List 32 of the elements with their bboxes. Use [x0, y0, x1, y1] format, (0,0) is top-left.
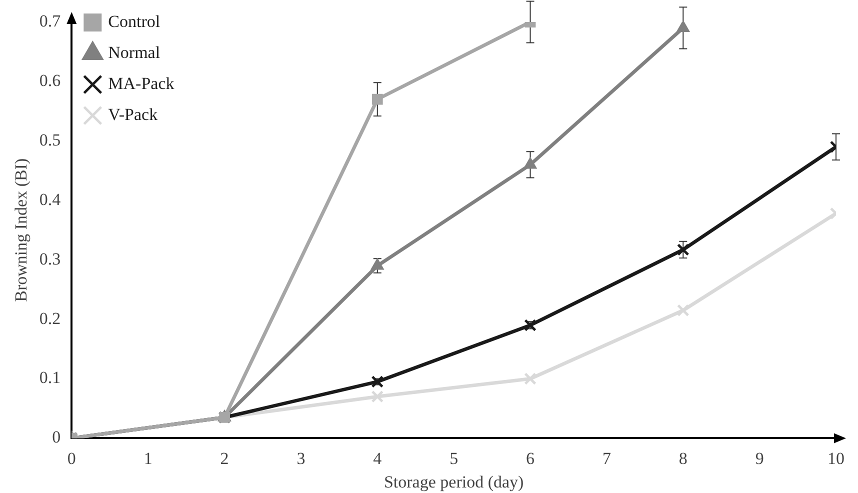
- x-axis-title: Storage period (day): [384, 472, 524, 492]
- legend-label: MA-Pack: [108, 74, 175, 93]
- point: [676, 304, 690, 317]
- point: [676, 244, 690, 256]
- point: [371, 390, 384, 403]
- point: [676, 22, 690, 32]
- legend-label: Normal: [108, 42, 160, 62]
- x-tick-label: 2: [220, 448, 229, 468]
- y-axis-title: Browning Index (BI): [12, 158, 31, 302]
- x-tick-label: 8: [678, 448, 688, 468]
- x-tick-label: 9: [755, 448, 764, 468]
- y-tick-label: 0.1: [39, 368, 61, 388]
- y-tick-label: 0.6: [39, 70, 61, 90]
- y-tick-label: 0.5: [39, 130, 61, 150]
- x-tick-label: 10: [828, 448, 844, 468]
- y-tick-label: 0: [52, 428, 61, 447]
- y-tick-label: 0.3: [39, 249, 61, 268]
- point: [524, 372, 536, 385]
- x-tick-label: 3: [296, 448, 306, 468]
- legend-label: V-Pack: [108, 104, 158, 124]
- y-tick-label: 0.4: [39, 190, 62, 209]
- legend-label: Control: [108, 12, 160, 31]
- y-tick-label: 0.7: [39, 11, 62, 30]
- x-tick-label: 1: [144, 448, 152, 468]
- point: [371, 376, 384, 388]
- x-tick-label: 6: [526, 448, 535, 468]
- point: [372, 94, 383, 105]
- y-tick-label: 0.2: [39, 308, 61, 328]
- x-tick-label: 5: [450, 448, 458, 468]
- x-tick-label: 7: [602, 448, 612, 468]
- x-tick-label: 0: [67, 448, 76, 468]
- x-tick-label: 4: [373, 448, 382, 468]
